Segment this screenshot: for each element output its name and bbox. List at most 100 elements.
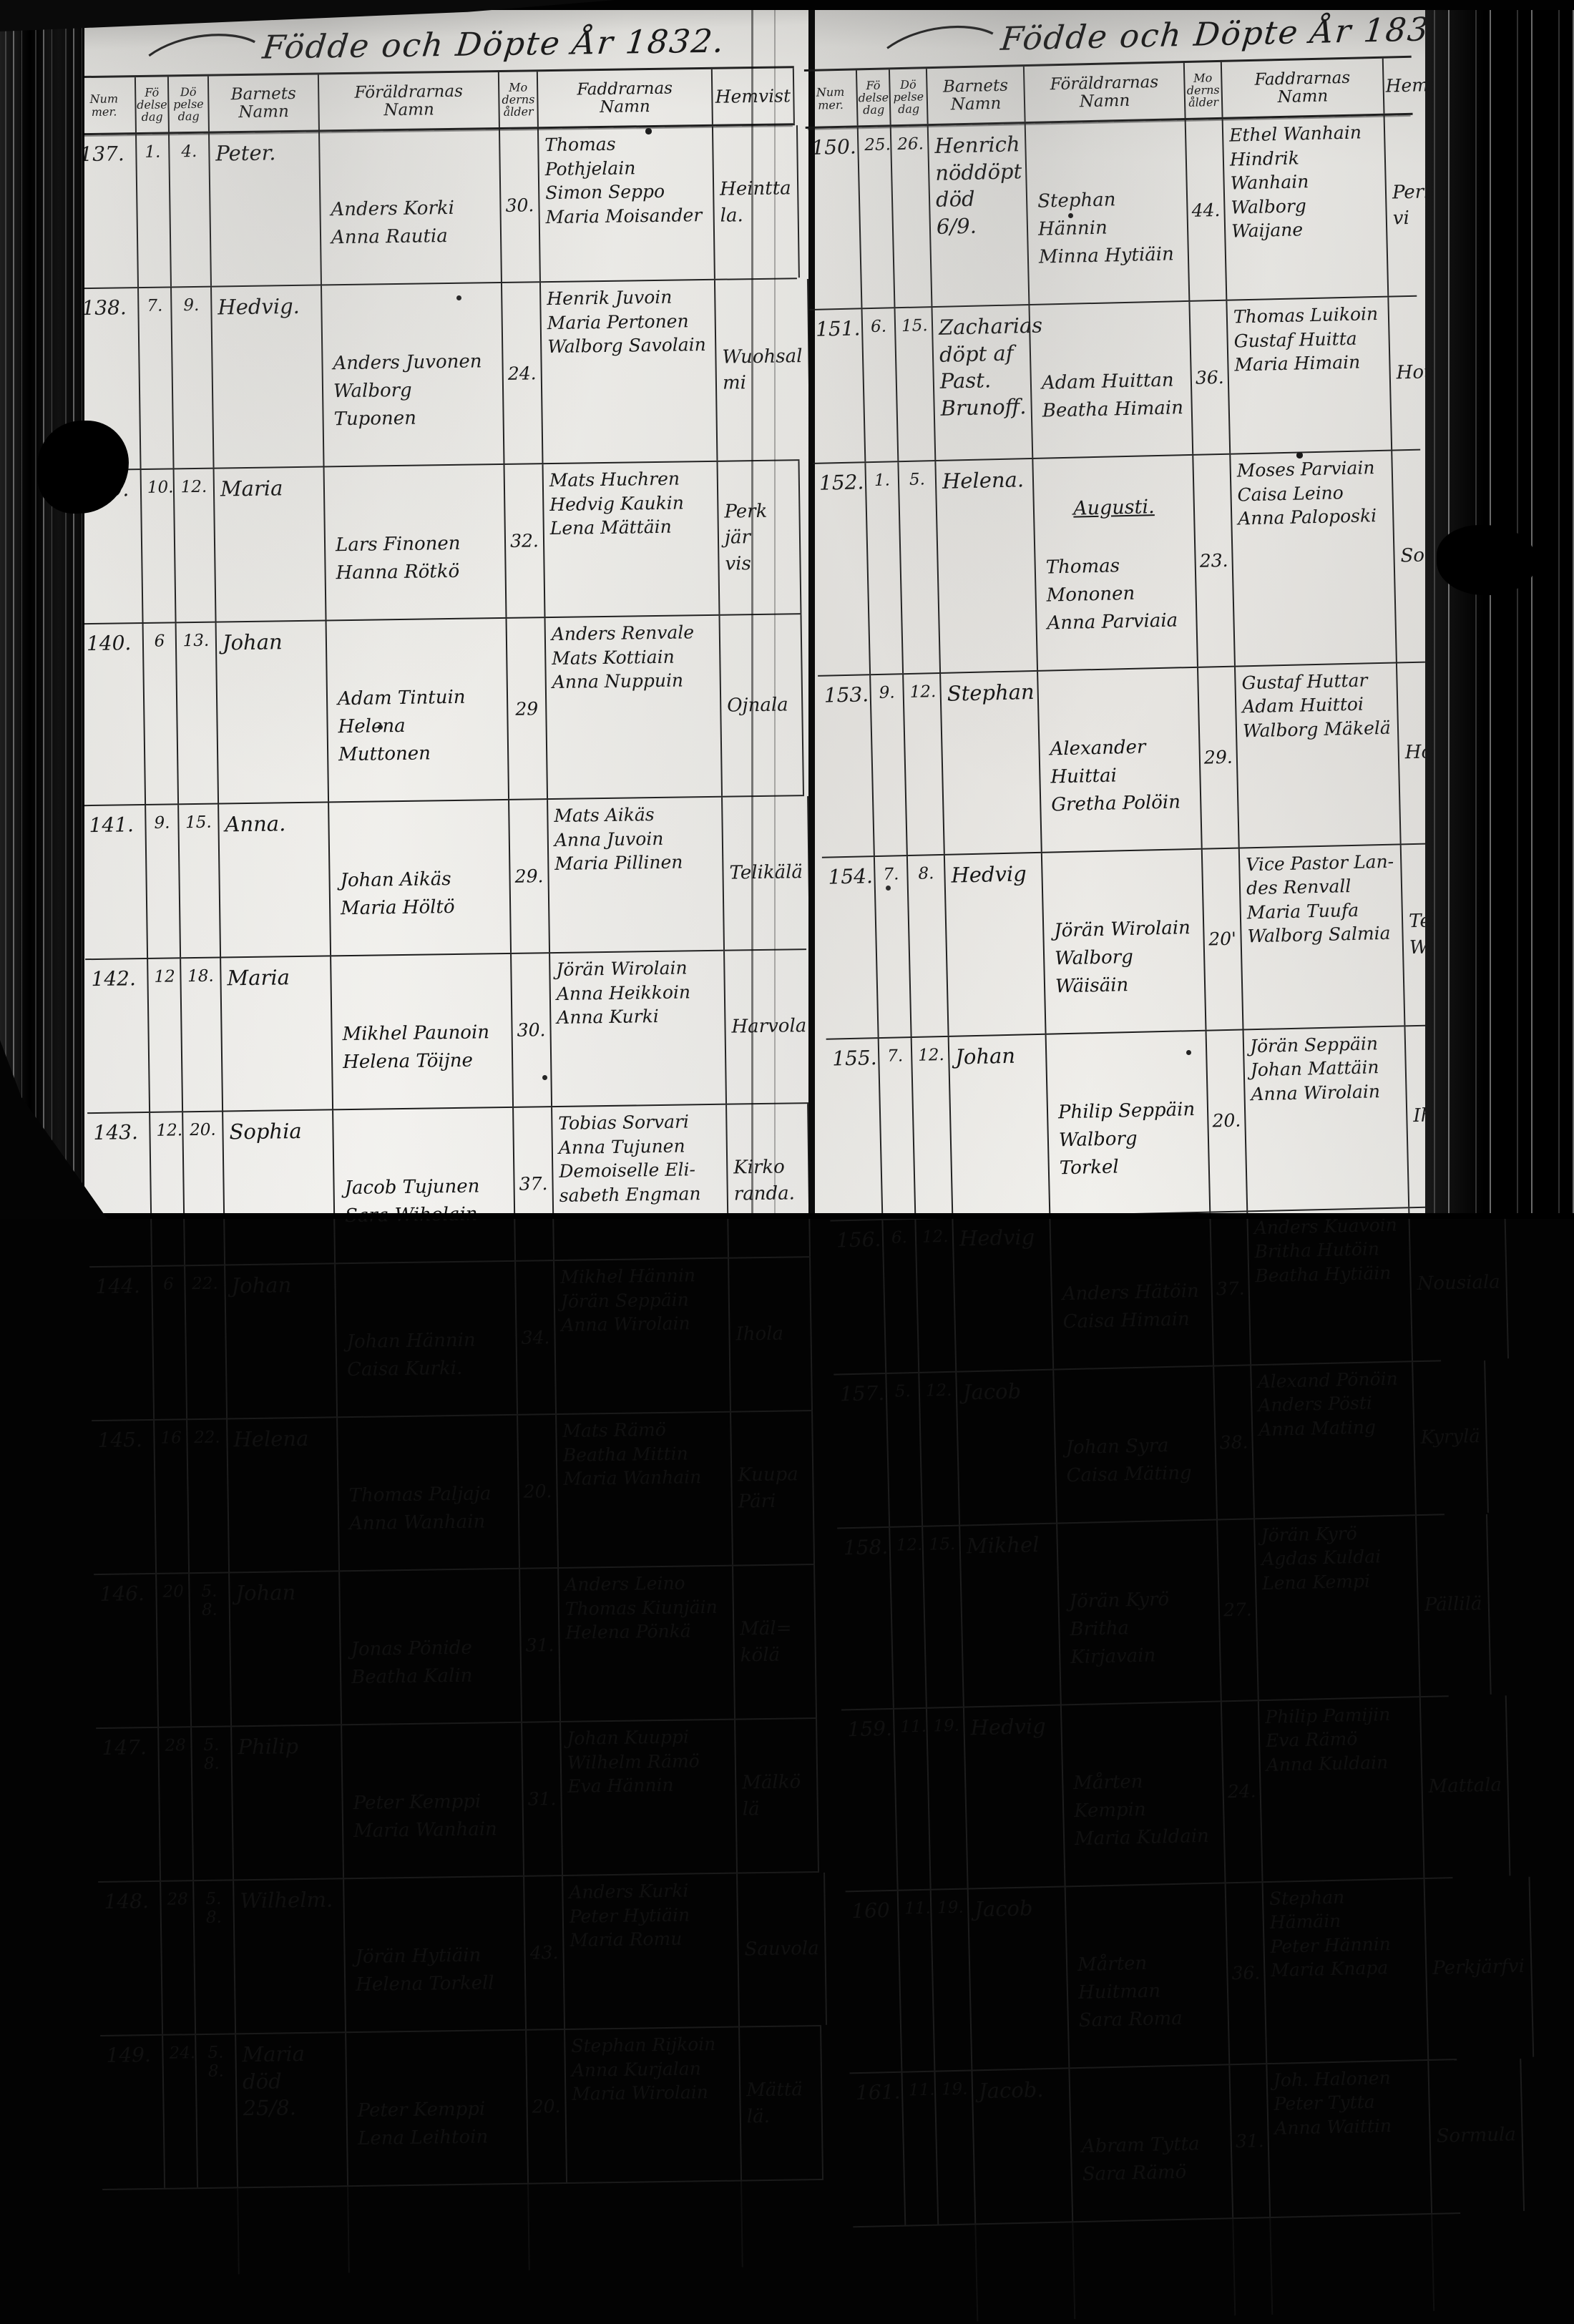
- row-number: 156.: [830, 1220, 887, 1374]
- mother-age: 29.: [509, 800, 551, 953]
- left-table-tail-rules: [102, 2180, 825, 2276]
- parents-text: Johan Aikäs Maria Höltö: [340, 868, 455, 920]
- residence: Kuupa Päri: [731, 1411, 816, 1565]
- row-number: 157.: [834, 1373, 891, 1528]
- godparents-names: Johan Kuuppi Wilhelm Rämö Eva Hännin: [561, 1720, 738, 1875]
- parents-text: Peter Kemppi Maria Wanhain: [353, 1790, 498, 1843]
- table-row: 147. 28 5. 8. Philip Peter Kemppi Maria …: [96, 1719, 820, 1883]
- godparents-names: Mikhel Hännin Jörän Seppäin Anna Wirolai…: [554, 1258, 732, 1414]
- residence: Sormula: [1429, 2058, 1525, 2213]
- row-number: 155.: [826, 1038, 884, 1220]
- baptism-day: 15.: [179, 804, 222, 958]
- child-name: Sophia: [223, 1110, 336, 1265]
- table-row: 153. 9. 12. Stephan Alexander Huittai Gr…: [818, 661, 1495, 858]
- baptism-day: 9.: [172, 287, 215, 469]
- tail-rule: [238, 2187, 350, 2275]
- birth-day: 7.: [139, 288, 175, 469]
- mother-age: 32.: [504, 464, 546, 617]
- birth-day: 5.: [886, 1373, 924, 1526]
- godparents-names: Tobias Sorvari Anna Tujunen Demoiselle E…: [552, 1104, 730, 1260]
- table-row: 139. 10. 12. Maria Lars Finonen Hanna Rö…: [78, 461, 802, 625]
- parents-names: Peter Kemppi Lena Leihtoin: [346, 2030, 529, 2186]
- godparents-names: Thomas Pothjelain Simon Seppo Maria Mois…: [538, 126, 715, 282]
- parents-text: Jacob Tujunen Sara Wiholain: [344, 1175, 480, 1227]
- mother-age: 31.: [522, 1722, 564, 1876]
- baptism-day: 5. 8.: [190, 1573, 233, 1727]
- scan-edge-right: [1425, 0, 1574, 1219]
- birth-day: 7.: [879, 1037, 916, 1219]
- column-header-baptism-day: Dö pelse dag: [168, 76, 210, 132]
- parents-text: Jonas Pönide Beatha Kalin: [351, 1637, 473, 1689]
- parents-names: Stephan Hännin Minna Hytiäin: [1025, 119, 1191, 304]
- baptism-day: 26.: [891, 126, 933, 308]
- birth-day: 12: [148, 958, 184, 1112]
- mother-age: 29.: [1198, 667, 1240, 848]
- row-number: 160: [845, 1891, 903, 2072]
- baptism-day: 15.: [923, 1526, 964, 1707]
- child-name: Henrich nöddöpt död 6/9.: [928, 124, 1030, 307]
- tail-rule: [742, 2180, 825, 2267]
- mother-age: 38.: [1214, 1365, 1255, 1519]
- row-number: 145.: [92, 1420, 157, 1574]
- mother-age: 34.: [516, 1261, 557, 1414]
- mother-age: 30.: [499, 129, 541, 282]
- child-name: Maria: [214, 467, 327, 622]
- residence: Harvola: [725, 949, 815, 1104]
- mother-age: 24.: [502, 283, 544, 464]
- parents-names: Augusti. Thomas Mononen Anna Parviaia: [1033, 455, 1198, 670]
- parents-names: Anders Hätöin Caisa Himain: [1050, 1212, 1215, 1369]
- residence: Ojnala: [720, 614, 805, 796]
- child-name: Peter.: [210, 132, 322, 286]
- table-row: 137. 1. 4. Peter. Anders Korki Anna Raut…: [74, 125, 800, 290]
- right-register-table: Num mer. Fö delse dag Dö pelse dag Barne…: [803, 55, 1534, 2324]
- birth-day: 9.: [871, 674, 908, 855]
- parents-names: Alexander Huittai Gretha Polöin: [1038, 667, 1203, 852]
- row-number: 153.: [818, 675, 875, 857]
- table-row: 156. 6. 12. Hedvig Anders Hätöin Caisa H…: [830, 1205, 1510, 1376]
- mother-age: 44.: [1186, 119, 1228, 300]
- table-row: 152. 1. 5. Helena. Augusti. Thomas Monon…: [813, 448, 1490, 677]
- row-number: 152.: [813, 463, 871, 675]
- birth-day: 12.: [890, 1526, 927, 1708]
- tail-rule: [198, 2188, 240, 2275]
- table-row: 141. 9. 15. Anna. Johan Aikäs Maria Hölt…: [83, 796, 811, 961]
- residence: Mattala: [1420, 1695, 1511, 1878]
- birth-day: 6: [143, 623, 180, 804]
- row-number: 154.: [821, 856, 879, 1039]
- godparents-names: Anders Renvale Mats Kottiain Anna Nuppui…: [545, 615, 723, 799]
- parents-names: Adam Huittan Beatha Himain: [1030, 301, 1194, 458]
- column-header-godparents-names: Faddrarnas Namn: [537, 69, 713, 127]
- row-number: 148.: [98, 1881, 164, 2036]
- birth-day: 6.: [883, 1219, 920, 1373]
- mother-age: 20.: [518, 1415, 559, 1568]
- residence: Nousiala: [1409, 1205, 1510, 1360]
- mother-age: 36.: [1190, 300, 1231, 454]
- birth-day: 20: [157, 1574, 192, 1727]
- tail-rule: [165, 2189, 200, 2275]
- binding-fold-line: [751, 0, 753, 1219]
- godparents-names: Mats Aikäs Anna Juvoin Maria Pillinen: [548, 797, 725, 953]
- row-number: 150.: [805, 127, 863, 309]
- child-name: Jacob.: [972, 2068, 1074, 2223]
- right-table-body: 150. 25. 26. Henrich nöddöpt död 6/9. St…: [805, 113, 1534, 2227]
- parents-text: Jörän Kyrö Britha Kirjavain: [1069, 1588, 1170, 1668]
- parents-text: Adam Huittan Beatha Himain: [1041, 369, 1184, 422]
- parents-text: Philip Seppäin Walborg Torkel: [1057, 1098, 1196, 1179]
- parents-text: Anders Juvonen Walborg Tuponen: [333, 350, 482, 431]
- parents-names: Johan Hännin Caisa Kurki.: [336, 1261, 519, 1417]
- baptism-day: 19.: [931, 1889, 973, 2071]
- mother-age: 20.: [527, 2029, 568, 2183]
- tail-rule: [853, 2226, 908, 2324]
- residence: Heintta la.: [713, 125, 800, 279]
- parents-text: Anders Korki Anna Rautia: [331, 197, 455, 249]
- table-row: 145. 16 22. Helena Thomas Paljaja Anna W…: [92, 1411, 816, 1576]
- left-table-header: Num mer. Fö delse dag Dö pelse dag Barne…: [72, 68, 795, 136]
- title-flourish-icon: [886, 25, 994, 49]
- birth-day: 11.: [894, 1708, 932, 1890]
- parents-names: Mårten Kempin Maria Kuldain: [1061, 1701, 1226, 1886]
- child-name: Jacob: [957, 1370, 1058, 1525]
- parents-names: Lars Finonen Hanna Rötkö: [324, 464, 507, 620]
- parents-text: Thomas Paljaja Anna Wanhain: [348, 1483, 492, 1535]
- godparents-names: Anders Kurki Peter Hytiäin Maria Romu: [563, 1873, 740, 2029]
- column-header-mother-age: Mo derns ålder: [1184, 62, 1223, 118]
